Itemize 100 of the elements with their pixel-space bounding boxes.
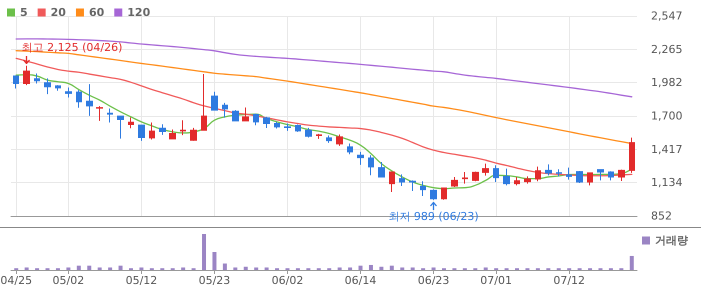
candlestick	[13, 76, 19, 89]
bar	[630, 256, 634, 270]
bar	[244, 266, 248, 270]
x-tick-label: 04/25	[0, 274, 32, 287]
candlestick	[138, 124, 145, 142]
bar	[181, 267, 186, 270]
candlestick	[222, 102, 228, 118]
candlestick	[55, 84, 61, 92]
x-tick-label: 05/12	[126, 274, 158, 287]
candlestick	[76, 90, 82, 108]
candlestick	[357, 151, 364, 166]
bar	[484, 267, 488, 270]
annotation: 최고 2,125 (04/26)	[22, 40, 122, 54]
bar	[233, 267, 238, 270]
x-tick-label: 06/23	[418, 274, 450, 287]
bar	[87, 266, 92, 270]
candlestick	[618, 169, 625, 182]
candlestick	[545, 164, 552, 176]
candlestick	[535, 166, 541, 182]
candlestick	[378, 161, 385, 178]
candlestick	[253, 113, 259, 126]
bar	[66, 267, 70, 270]
candlestick	[23, 65, 30, 86]
bar	[432, 267, 436, 270]
x-tick-label: 05/02	[52, 274, 84, 287]
candlestick	[347, 143, 353, 155]
candlestick	[232, 110, 239, 122]
bar	[348, 267, 352, 270]
bar	[368, 264, 373, 270]
candlestick	[420, 180, 426, 196]
bar	[108, 267, 112, 270]
candlestick	[86, 84, 93, 116]
bar	[390, 266, 394, 270]
bar	[98, 267, 102, 270]
candlestick	[96, 106, 103, 122]
legend-label: 5	[20, 6, 28, 19]
candlestick	[44, 78, 51, 95]
candlestick	[482, 163, 489, 176]
candlestick	[576, 170, 583, 184]
candlestick	[524, 176, 531, 184]
bar	[76, 266, 81, 270]
candlestick	[441, 187, 447, 200]
y-tick-label: 1,700	[651, 109, 682, 122]
candlestick	[462, 171, 468, 184]
y-tick-label: 852	[651, 210, 672, 222]
bar	[338, 267, 342, 270]
candlestick	[597, 169, 604, 181]
bar	[254, 267, 258, 270]
candlestick	[566, 167, 572, 180]
candlestick	[295, 124, 301, 132]
candlestick	[149, 122, 155, 140]
x-tick-label: 06/14	[344, 274, 376, 287]
bar	[24, 267, 29, 270]
candlestick	[128, 116, 134, 129]
candlestick	[159, 124, 166, 136]
candlestick	[305, 127, 312, 138]
legend-label: 거래량	[655, 234, 688, 247]
annotation: 최저 989 (06/23)	[388, 210, 479, 223]
bar	[222, 264, 227, 270]
candlestick	[399, 174, 405, 187]
candlestick	[514, 176, 520, 186]
x-tick-label: 07/01	[480, 274, 512, 287]
candlestick	[117, 116, 124, 140]
candlestick	[211, 91, 218, 111]
line-series	[16, 38, 632, 98]
bar	[118, 266, 123, 270]
candlestick	[190, 127, 197, 142]
bar	[139, 267, 144, 270]
legend-label: 60	[88, 6, 105, 19]
bar	[379, 266, 384, 270]
candlestick	[263, 116, 270, 128]
candlestick	[368, 154, 374, 176]
candlestick	[451, 176, 458, 188]
candlestick	[284, 122, 291, 132]
candlestick	[608, 170, 614, 181]
candlestick	[629, 137, 635, 174]
bar	[264, 267, 269, 270]
candlestick	[472, 171, 479, 182]
candlestick	[274, 121, 280, 129]
candlestick	[409, 180, 416, 192]
x-tick-label: 06/02	[272, 274, 304, 287]
candlestick	[587, 172, 593, 186]
candlestick	[242, 106, 249, 122]
candlestick	[65, 87, 72, 98]
candlestick	[201, 74, 207, 131]
bar	[212, 252, 216, 270]
bar	[358, 266, 363, 270]
candlestick	[34, 72, 40, 84]
candlestick	[316, 133, 322, 140]
candlestick	[169, 129, 176, 140]
candlestick	[180, 120, 186, 136]
candlestick	[493, 164, 499, 183]
legend-label: 120	[127, 6, 151, 19]
candlestick	[107, 108, 113, 124]
x-tick-label: 07/12	[553, 274, 586, 287]
bar	[202, 234, 206, 270]
candlestick	[430, 188, 437, 200]
y-tick-label: 1,982	[651, 76, 682, 90]
candlestick	[503, 168, 510, 186]
y-tick-label: 2,547	[651, 10, 682, 22]
